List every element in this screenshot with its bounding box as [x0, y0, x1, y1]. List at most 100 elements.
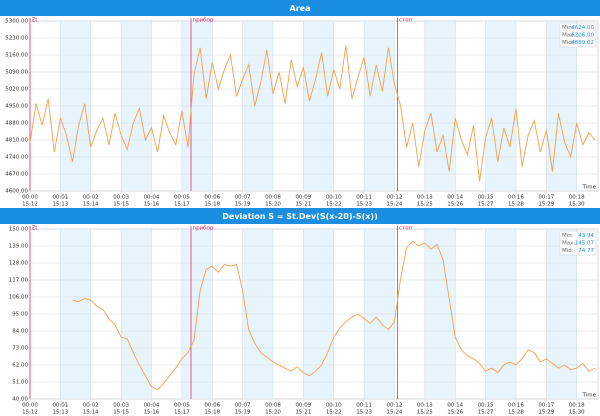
x-tick-label: 00:08	[265, 195, 281, 201]
x-tick-label: 00:07	[235, 403, 251, 409]
x-tick-clock: 15:15	[113, 410, 129, 416]
x-tick-clock: 15:27	[478, 202, 494, 208]
x-tick-label: 00:04	[144, 195, 160, 201]
marker-label: стоп	[399, 18, 413, 24]
x-tick-label: 00:16	[508, 403, 524, 409]
y-tick-label: 40.00	[12, 397, 28, 403]
x-tick-clock: 15:12	[22, 202, 38, 208]
x-tick-clock: 15:25	[417, 410, 433, 416]
x-tick-label: 00:03	[113, 195, 129, 201]
x-tick-label: 00:18	[569, 195, 585, 201]
x-tick-clock: 15:17	[174, 410, 190, 416]
data-line	[72, 240, 596, 391]
x-tick-clock: 15:19	[235, 410, 251, 416]
marker-label: Zt	[32, 18, 39, 24]
y-tick-label: 4670.00	[5, 172, 28, 178]
x-tick-label: 00:16	[508, 195, 524, 201]
x-tick-label: 00:14	[447, 403, 463, 409]
x-tick-clock: 15:28	[508, 202, 524, 208]
y-tick-label: 4810.00	[5, 138, 28, 144]
y-tick-label: 62.00	[12, 363, 28, 369]
stat-value: 5206.00	[571, 33, 594, 39]
stat-value: 145.07	[575, 241, 595, 247]
x-tick-clock: 15:14	[83, 202, 99, 208]
x-tick-clock: 15:29	[538, 410, 554, 416]
y-tick-label: 4880.00	[5, 121, 28, 127]
x-tick-clock: 15:23	[356, 202, 372, 208]
x-tick-clock: 15:27	[478, 410, 494, 416]
x-tick-clock: 15:14	[83, 410, 99, 416]
stat-label: Max:	[562, 241, 575, 247]
x-tick-label: 00:09	[295, 195, 311, 201]
x-tick-clock: 15:19	[235, 202, 251, 208]
x-tick-label: 00:10	[326, 195, 342, 201]
marker-label: стоп	[399, 226, 413, 232]
x-tick-label: 00:14	[447, 195, 463, 201]
x-tick-clock: 15:16	[144, 410, 160, 416]
x-tick-clock: 15:25	[417, 202, 433, 208]
x-tick-label: 00:13	[417, 195, 433, 201]
x-tick-label: 00:06	[204, 403, 220, 409]
x-tick-clock: 15:17	[174, 202, 190, 208]
x-tick-label: 00:05	[174, 403, 190, 409]
x-tick-label: 00:06	[204, 195, 220, 201]
x-tick-clock: 15:26	[447, 202, 463, 208]
x-tick-label: 00:00	[22, 195, 38, 201]
x-tick-label: 00:02	[83, 195, 99, 201]
x-tick-label: 00:09	[295, 403, 311, 409]
stats-box	[559, 230, 597, 256]
y-tick-label: 4950.00	[5, 104, 28, 110]
x-tick-clock: 15:16	[144, 202, 160, 208]
y-tick-label: 128.00	[9, 261, 29, 267]
stat-label: Min:	[562, 233, 574, 239]
marker-label: прибор	[192, 226, 213, 232]
x-tick-label: 00:13	[417, 403, 433, 409]
x-tick-clock: 15:20	[265, 410, 281, 416]
x-tick-clock: 15:30	[569, 410, 585, 416]
y-tick-label: 5300.00	[5, 19, 28, 25]
x-tick-clock: 15:24	[387, 410, 403, 416]
data-line	[29, 45, 596, 182]
x-tick-label: 00:15	[478, 403, 494, 409]
marker-label: прибор	[192, 18, 213, 24]
y-tick-label: 95.00	[12, 312, 28, 318]
x-tick-label: 00:17	[538, 195, 554, 201]
header-bar	[0, 208, 600, 224]
y-tick-label: 51.00	[12, 380, 28, 386]
stat-label: Mid:	[562, 248, 574, 254]
x-tick-clock: 15:20	[265, 202, 281, 208]
x-tick-clock: 15:12	[22, 410, 38, 416]
y-tick-label: 84.00	[12, 329, 28, 335]
x-tick-label: 00:15	[478, 195, 494, 201]
y-tick-label: 73.00	[12, 346, 28, 352]
x-tick-clock: 15:23	[356, 410, 372, 416]
stat-label: Min:	[562, 25, 574, 31]
x-tick-clock: 15:22	[326, 410, 342, 416]
y-tick-label: 4740.00	[5, 155, 28, 161]
y-tick-label: 117.00	[9, 278, 29, 284]
x-tick-clock: 15:18	[204, 410, 220, 416]
y-tick-label: 5020.00	[5, 87, 28, 93]
x-tick-clock: 15:26	[447, 410, 463, 416]
x-tick-label: 00:18	[569, 403, 585, 409]
x-tick-label: 00:03	[113, 403, 129, 409]
x-tick-label: 00:02	[83, 403, 99, 409]
stat-label: Mid:	[562, 40, 574, 46]
y-tick-label: 5160.00	[5, 53, 28, 59]
x-tick-label: 00:10	[326, 403, 342, 409]
x-tick-label: 00:11	[356, 195, 372, 201]
x-tick-label: 00:11	[356, 403, 372, 409]
x-tick-clock: 15:29	[538, 202, 554, 208]
x-tick-clock: 15:21	[295, 410, 311, 416]
x-tick-clock: 15:13	[52, 202, 68, 208]
x-tick-clock: 15:18	[204, 202, 220, 208]
x-tick-label: 00:05	[174, 195, 190, 201]
x-tick-clock: 15:13	[52, 410, 68, 416]
x-tick-label: 00:01	[52, 195, 68, 201]
x-tick-clock: 15:28	[508, 410, 524, 416]
chart-title: Area	[290, 4, 311, 13]
stat-value: 43.94	[578, 233, 594, 239]
y-tick-label: 5090.00	[5, 70, 28, 76]
marker-label: Zt	[32, 226, 39, 232]
